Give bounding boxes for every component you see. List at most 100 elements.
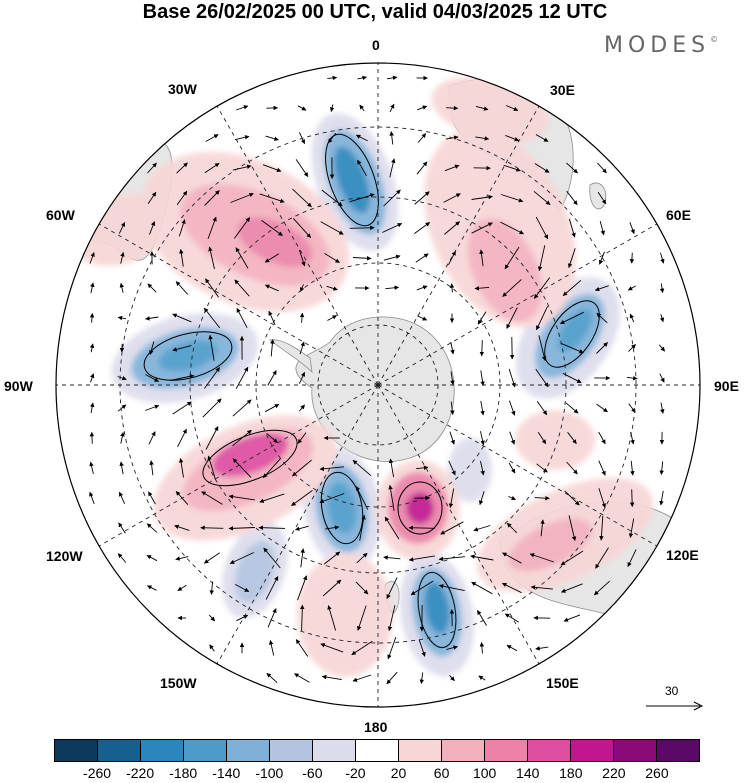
meridian-line	[377, 384, 658, 547]
wind-vector	[596, 342, 608, 354]
colorbar-cell-5	[270, 740, 313, 761]
wind-vector	[568, 515, 577, 542]
anomaly-pos-8	[515, 410, 595, 470]
wind-vector	[205, 134, 219, 142]
wind-vector	[209, 644, 215, 652]
wind-vector	[444, 221, 460, 235]
colorbar-tick-label: -20	[345, 765, 366, 781]
wind-vector	[506, 644, 518, 652]
wind-vector	[292, 188, 312, 208]
wind-vector	[355, 134, 368, 142]
wind-vector	[597, 162, 607, 174]
colorbar-cell-8	[399, 740, 442, 761]
wind-vector	[660, 402, 665, 414]
wind-vector	[235, 105, 249, 111]
wind-vector	[446, 645, 458, 650]
wind-vector	[475, 105, 489, 111]
wind-vector	[89, 343, 95, 353]
lon-label-90e: 90E	[714, 378, 739, 394]
wind-vector	[357, 159, 367, 177]
wind-vector	[359, 514, 366, 541]
meridian-line	[377, 384, 540, 665]
anomaly-neg-2-inner	[557, 308, 593, 352]
land-antarctica	[295, 316, 455, 462]
wind-vector	[269, 640, 275, 656]
wind-vector	[170, 374, 195, 381]
wind-vector	[564, 490, 580, 506]
wind-vector	[505, 105, 519, 111]
colorbar-cell-1	[98, 740, 141, 761]
wind-vector	[659, 490, 664, 506]
wind-vector	[597, 191, 607, 205]
wind-vector	[89, 312, 95, 323]
wind-vector	[321, 674, 342, 681]
wind-vector	[292, 459, 312, 477]
wind-vector	[262, 457, 282, 479]
reference-vector-label: 30	[665, 684, 679, 698]
wind-vector	[386, 671, 398, 685]
meridian-line	[98, 223, 379, 386]
wind-vector	[119, 282, 125, 293]
wind-vector	[410, 580, 434, 596]
wind-vector	[148, 491, 156, 505]
wind-vector	[537, 431, 547, 445]
wind-vector	[300, 604, 305, 631]
wind-vector	[444, 164, 460, 172]
wind-vector	[229, 552, 254, 564]
wind-vector	[386, 75, 398, 81]
contour-lines	[143, 133, 600, 649]
wind-vector	[627, 549, 637, 568]
lon-label-90w: 90W	[4, 378, 33, 394]
colorbar-tick-label: -260	[83, 765, 112, 781]
contour-neg-3	[320, 471, 364, 545]
land-antarctic-peninsula	[269, 339, 313, 374]
wind-vector	[559, 311, 584, 325]
wind-vector	[298, 371, 306, 384]
wind-vector	[265, 575, 279, 600]
wind-vector	[530, 585, 553, 590]
wind-vector	[443, 193, 461, 203]
wind-vector	[479, 249, 484, 267]
map-border	[55, 62, 701, 708]
wind-vector	[146, 523, 158, 533]
wind-vector	[147, 283, 157, 293]
colorbar-cell-9	[442, 740, 485, 761]
wind-vector	[356, 552, 368, 564]
wind-vector	[146, 585, 157, 591]
wind-vector	[89, 402, 95, 414]
colorbar-cell-12	[571, 740, 614, 761]
wind-vector	[149, 341, 155, 355]
wind-vector	[471, 581, 493, 595]
wind-vector	[117, 404, 127, 412]
wind-vector	[504, 613, 520, 623]
wind-vector	[416, 465, 429, 471]
wind-vector	[535, 306, 549, 331]
wind-vector	[596, 312, 608, 324]
wind-vector	[414, 191, 430, 205]
wind-vector	[500, 221, 525, 235]
wind-vector	[234, 135, 250, 141]
wind-vector	[351, 640, 373, 656]
colorbar-tick-label: 180	[559, 765, 583, 781]
wind-vector	[450, 341, 455, 355]
land-madagascar	[589, 182, 607, 210]
wind-vector	[567, 248, 576, 269]
wind-vector	[480, 460, 485, 476]
colorbar-cell-11	[528, 740, 571, 761]
wind-vector	[480, 400, 485, 416]
contour-neg-4	[417, 571, 457, 649]
wind-vector	[474, 286, 490, 291]
wind-vector	[534, 163, 550, 173]
wind-vector	[295, 159, 309, 177]
wind-vector	[626, 375, 638, 381]
meridian-line	[216, 105, 379, 386]
wind-vector	[147, 191, 157, 205]
wind-vector	[540, 519, 545, 537]
wind-vector	[449, 283, 455, 293]
wind-vector	[566, 190, 578, 206]
wind-vector	[234, 279, 250, 297]
wind-vector	[172, 401, 192, 415]
wind-vector	[418, 639, 426, 657]
wind-vector	[266, 672, 278, 684]
wind-vector	[327, 605, 337, 631]
